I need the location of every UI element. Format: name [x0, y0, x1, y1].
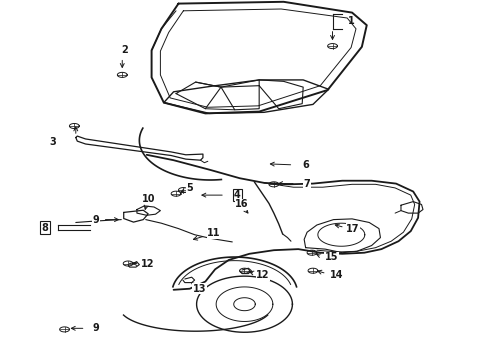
- Text: 3: 3: [49, 137, 56, 147]
- Text: 8: 8: [41, 222, 48, 233]
- Text: 12: 12: [256, 270, 269, 280]
- Text: 9: 9: [92, 323, 99, 333]
- Text: 11: 11: [207, 228, 221, 238]
- Text: 1: 1: [347, 16, 354, 26]
- Text: 15: 15: [324, 252, 338, 262]
- Text: 4: 4: [233, 190, 240, 200]
- Text: 9: 9: [92, 215, 99, 225]
- Text: 17: 17: [346, 224, 359, 234]
- Text: 6: 6: [302, 160, 308, 170]
- Text: 13: 13: [192, 284, 206, 294]
- Text: 12: 12: [141, 258, 154, 269]
- Text: 5: 5: [186, 183, 193, 193]
- Text: 2: 2: [121, 45, 128, 55]
- Text: 7: 7: [303, 179, 310, 189]
- Text: 10: 10: [142, 194, 156, 204]
- Text: 16: 16: [235, 199, 248, 210]
- Text: 14: 14: [329, 270, 343, 280]
